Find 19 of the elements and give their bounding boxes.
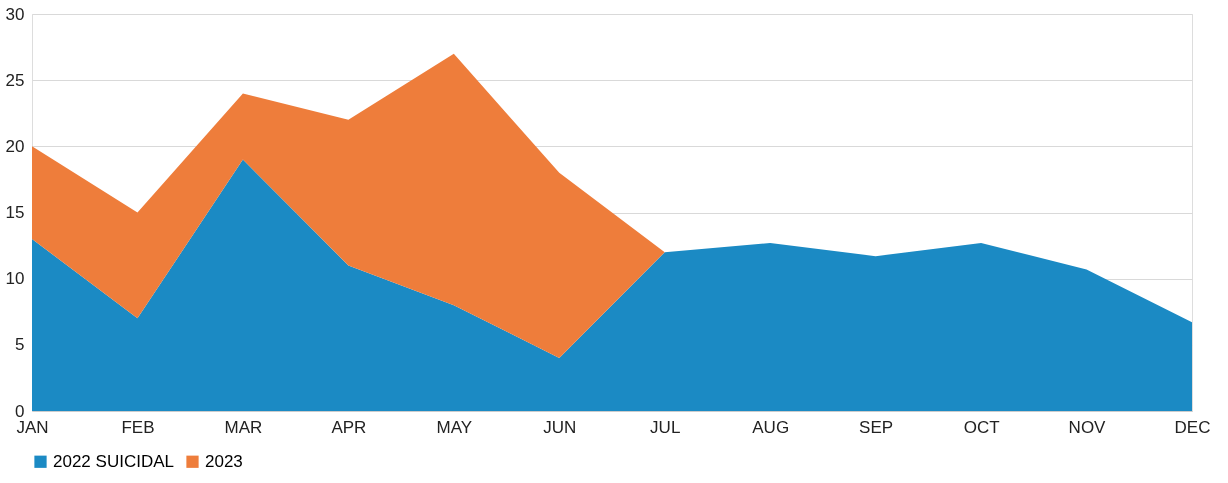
x-tick-label: JUL	[650, 417, 681, 437]
x-tick-label: NOV	[1068, 417, 1107, 437]
y-tick-label: 20	[5, 136, 25, 156]
legend-label: 2023	[205, 451, 243, 471]
x-tick-label: SEP	[859, 417, 894, 437]
x-tick-label: OCT	[963, 417, 1000, 437]
y-tick-label: 25	[5, 70, 25, 90]
x-tick-label: MAY	[436, 417, 473, 437]
x-tick-label: JUN	[543, 417, 577, 437]
x-tick-label: DEC	[1174, 417, 1211, 437]
legend-label: 2022 SUICIDAL	[53, 451, 174, 471]
y-tick-label: 15	[5, 203, 25, 222]
y-tick-label: 30	[5, 4, 25, 24]
x-tick-label: FEB	[121, 417, 155, 437]
y-tick-label: 5	[15, 335, 25, 355]
x-tick-label: APR	[331, 417, 367, 437]
y-tick-label: 10	[5, 269, 25, 289]
x-tick-label: MAR	[224, 417, 263, 437]
x-tick-label: AUG	[752, 417, 790, 437]
